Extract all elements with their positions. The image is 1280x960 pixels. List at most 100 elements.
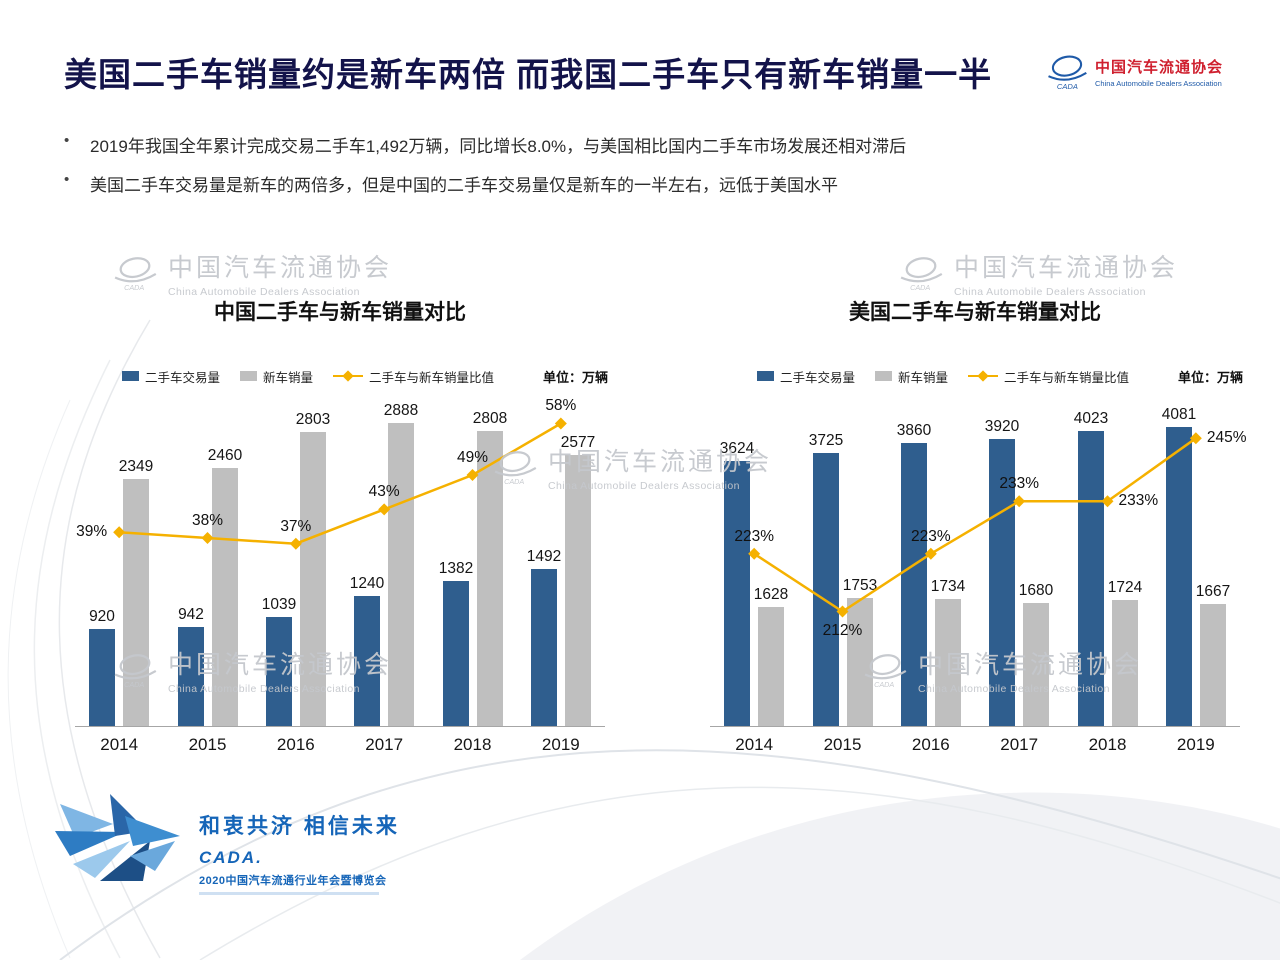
legend-swatch-new (875, 371, 893, 381)
ratio-label: 223% (911, 527, 951, 545)
x-axis-label: 2016 (911, 735, 950, 754)
bar-value-label: 920 (89, 608, 115, 625)
legend-swatch-ratio (968, 370, 999, 382)
bullet-list: • 2019年我国全年累计完成交易二手车1,492万辆，同比增长8.0%，与美国… (64, 132, 906, 210)
x-axis-label: 2014 (735, 735, 774, 754)
x-axis-label: 2018 (453, 735, 492, 754)
chart-usa: 美国二手车与新车销量对比 二手车交易量 新车销量 二手车与新车销量比值 单位：万辆 3… (695, 300, 1255, 765)
bar-value-label: 2888 (383, 402, 419, 419)
used-car-bar-2016 (266, 617, 292, 726)
new-car-bar-2014 (758, 607, 784, 726)
cada-burst-logo (55, 794, 180, 881)
new-car-bar-2019 (565, 455, 591, 726)
used-car-bar-2017 (354, 596, 380, 726)
footer-event: 2020中国汽车流通行业年会暨博览会 (199, 875, 387, 887)
legend-label: 新车销量 (898, 370, 949, 385)
footer-text: 和衷共济 相信未来 CADA. 2020中国汽车流通行业年会暨博览会 (199, 810, 400, 895)
new-car-bar-2019 (1200, 604, 1226, 726)
ratio-label: 223% (734, 527, 774, 545)
bullet-2-text: 美国二手车交易量是新车的两倍多，但是中国的二手车交易量仅是新车的一半左右，远低于… (90, 176, 838, 195)
ratio-label: 212% (822, 621, 863, 639)
ratio-label: 58% (545, 397, 577, 415)
bar-value-label: 1753 (842, 577, 878, 594)
unit-label: 单位：万辆 (542, 369, 608, 385)
page-title: 美国二手车销量约是新车两倍 而我国二手车只有新车销量一半 (64, 56, 993, 93)
bar-value-label: 2803 (295, 411, 331, 428)
used-car-bar-2014 (724, 461, 750, 726)
bullet-2: • 美国二手车交易量是新车的两倍多，但是中国的二手车交易量仅是新车的一半左右，远… (64, 171, 906, 196)
cada-logo-en: China Automobile Dealers Association (1095, 79, 1222, 88)
new-car-bar-2017 (1023, 603, 1049, 726)
chart-china: 中国二手车与新车销量对比 二手车交易量 新车销量 二手车与新车销量比值 单位：万辆 9… (60, 300, 620, 765)
legend-diamond (977, 370, 989, 382)
bar-value-label: 2460 (207, 447, 243, 464)
bullet-1: • 2019年我国全年累计完成交易二手车1,492万辆，同比增长8.0%，与美国… (64, 132, 906, 157)
x-axis-label: 2017 (1000, 735, 1039, 754)
used-car-bar-2019 (1166, 427, 1192, 726)
legend-label: 新车销量 (263, 370, 314, 385)
bar-value-label: 1240 (349, 575, 385, 592)
cada-logo-icon: CADA (1048, 55, 1087, 91)
used-car-bar-2014 (89, 629, 115, 726)
legend-item: 新车销量 (240, 367, 313, 386)
used-car-bar-2019 (531, 569, 557, 726)
line-marker-diamond (554, 417, 567, 430)
bar-value-label: 1382 (438, 560, 474, 577)
x-axis-label: 2015 (823, 735, 862, 754)
x-axis-label: 2015 (188, 735, 227, 754)
bar-value-label: 3725 (808, 432, 844, 449)
used-car-bar-2015 (178, 627, 204, 726)
chart-usa-title: 美国二手车与新车销量对比 (849, 301, 1101, 324)
svg-text:CADA: CADA (1057, 82, 1078, 91)
new-car-bar-2015 (212, 468, 238, 726)
footer-brand: CADA. (199, 848, 263, 867)
cada-logo: CADA 中国汽车流通协会 China Automobile Dealers A… (1046, 52, 1223, 92)
chart-usa-plot: 3624 1628 3725 1753 3860 1734 3920 1680 4023 1724… (710, 406, 1246, 727)
chart-china-title: 中国二手车与新车销量对比 (214, 301, 466, 324)
legend-swatch-used (122, 371, 139, 381)
bullet-dot: • (64, 132, 70, 149)
ratio-label: 37% (280, 517, 312, 535)
new-car-bar-2016 (300, 432, 326, 726)
new-car-bar-2015 (847, 598, 873, 726)
ratio-label: 38% (191, 512, 224, 529)
legend-label: 二手车交易量 (145, 370, 221, 385)
bar-value-label: 1628 (753, 586, 789, 603)
ratio-line (748, 432, 1202, 618)
legend-item: 二手车交易量 (122, 367, 220, 386)
chart-usa-legend: 二手车交易量 新车销量 二手车与新车销量比值 单位：万辆 (695, 367, 1255, 386)
chart-china-x-axis: 2014 2015 2016 2017 2018 2019 (75, 735, 605, 765)
bar-value-label: 2577 (560, 434, 596, 451)
legend-item: 二手车与新车销量比值 (968, 367, 1129, 386)
legend-swatch-used (757, 371, 774, 381)
ratio-label: 43% (368, 483, 400, 501)
legend-label: 二手车交易量 (780, 370, 856, 385)
bar-value-label: 1734 (930, 578, 966, 595)
x-axis-label: 2019 (1176, 735, 1215, 754)
bar-value-label: 3860 (896, 422, 932, 439)
bar-value-label: 3624 (719, 440, 755, 457)
legend-swatch-ratio (333, 370, 364, 382)
footer-branding: 和衷共济 相信未来 CADA. 2020中国汽车流通行业年会暨博览会 (55, 786, 400, 895)
new-car-bar-2016 (935, 599, 961, 726)
chart-china-legend: 二手车交易量 新车销量 二手车与新车销量比值 单位：万辆 (60, 367, 620, 386)
x-axis-label: 2017 (365, 735, 404, 754)
legend-diamond (342, 370, 354, 382)
ratio-label: 39% (76, 523, 108, 541)
bullet-1-text: 2019年我国全年累计完成交易二手车1,492万辆，同比增长8.0%，与美国相比… (90, 137, 907, 156)
new-car-bar-2017 (388, 423, 414, 726)
chart-usa-x-axis: 2014 2015 2016 2017 2018 2019 (710, 735, 1240, 765)
footer-event-rule (199, 892, 379, 895)
x-axis-label: 2019 (541, 735, 580, 754)
legend-label: 二手车与新车销量比值 (1004, 370, 1130, 385)
bar-value-label: 4081 (1161, 406, 1197, 423)
chart-china-plot: 920 2349 942 2460 1039 2803 1240 2888 1382 2808 14… (75, 397, 605, 727)
ratio-label: 49% (456, 449, 489, 466)
bar-value-label: 3920 (984, 418, 1020, 435)
ratio-label: 233% (1118, 492, 1159, 510)
new-car-bar-2014 (123, 479, 149, 726)
legend-item: 二手车交易量 (757, 367, 855, 386)
x-axis-label: 2016 (276, 735, 315, 754)
